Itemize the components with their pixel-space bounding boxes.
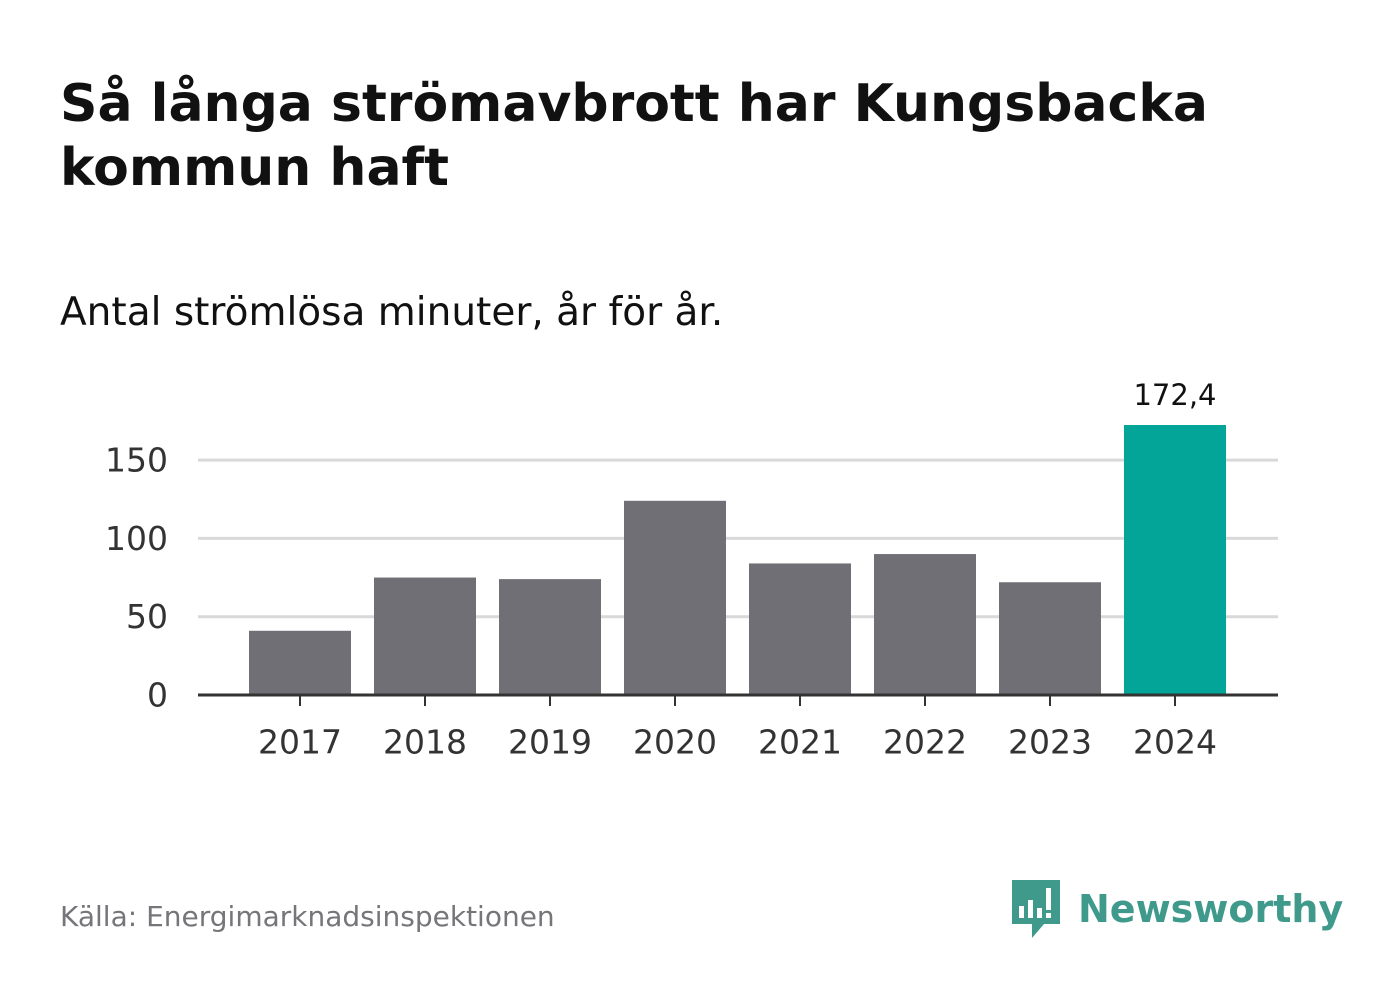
x-tick-label: 2023 <box>1008 723 1092 762</box>
y-tick-label: 0 <box>147 676 168 715</box>
bar-2017 <box>249 630 351 695</box>
y-tick-label: 50 <box>126 597 168 636</box>
bar-2018 <box>374 577 476 695</box>
bar-2022 <box>874 554 976 695</box>
x-tick-label: 2018 <box>383 723 467 762</box>
axes <box>198 693 1278 706</box>
bar-2020 <box>624 500 726 695</box>
source-note: Källa: Energimarknadsinspektionen <box>60 900 555 933</box>
x-tick-label: 2020 <box>633 723 717 762</box>
brand-logo: Newsworthy <box>1010 878 1343 940</box>
x-tick-label: 2022 <box>883 723 967 762</box>
brand-name: Newsworthy <box>1078 887 1344 931</box>
chart-subtitle: Antal strömlösa minuter, år för år. <box>60 290 724 335</box>
bars <box>249 425 1226 695</box>
y-tick-label: 100 <box>105 519 168 558</box>
newsworthy-logo-icon <box>1012 880 1060 938</box>
bar-2021 <box>749 563 851 695</box>
bar-2024 <box>1124 425 1226 695</box>
bar-2023 <box>999 582 1101 695</box>
data-label: 172,4 <box>1133 378 1216 412</box>
labels: 0 50 100 150 2017 2018 2019 2020 2021 2022 2023 202… <box>105 378 1217 762</box>
bar-2019 <box>499 579 601 695</box>
x-tick-label: 2019 <box>508 723 592 762</box>
y-tick-label: 150 <box>105 441 168 480</box>
chart-title: Så långa strömavbrott har Kungsbacka kom… <box>60 74 1209 198</box>
x-tick-label: 2017 <box>258 723 342 762</box>
grid-lines <box>198 458 1278 619</box>
x-tick-label: 2024 <box>1133 723 1217 762</box>
bar-chart: 0 50 100 150 2017 2018 2019 2020 2021 2022 2023 202… <box>105 378 1278 762</box>
x-tick-label: 2021 <box>758 723 842 762</box>
